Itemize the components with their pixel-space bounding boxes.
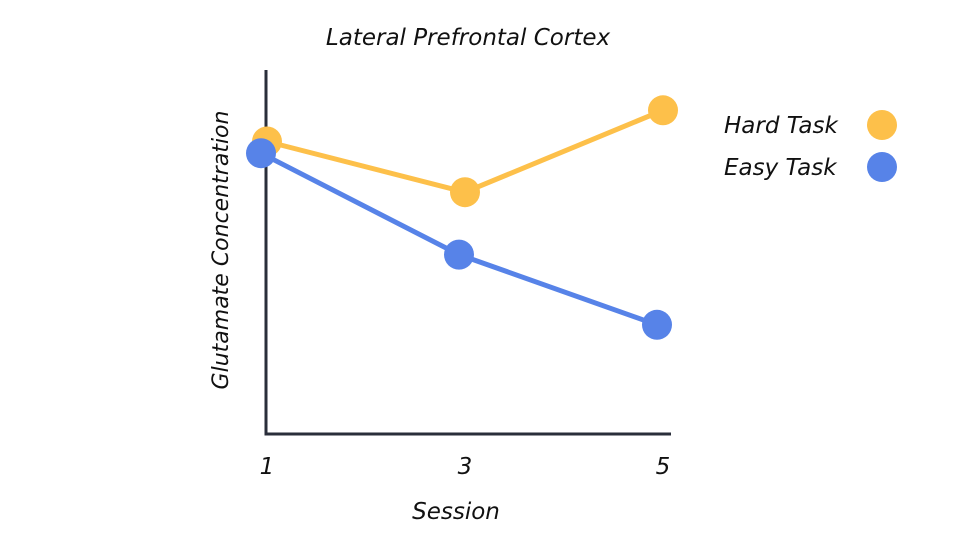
series-layer bbox=[246, 95, 678, 340]
data-point bbox=[642, 309, 672, 340]
x-tick-label: 3 bbox=[458, 454, 473, 480]
y-axis-label: Glutamate Concentration bbox=[209, 111, 234, 390]
data-point bbox=[246, 138, 276, 169]
chart-title: Lateral Prefrontal Cortex bbox=[326, 25, 611, 51]
legend-label: Easy Task bbox=[724, 155, 838, 181]
x-tick-label: 5 bbox=[656, 454, 671, 480]
x-axis-label: Session bbox=[412, 499, 500, 525]
data-point bbox=[444, 239, 474, 270]
legend-marker bbox=[867, 110, 897, 140]
x-tick-label: 1 bbox=[260, 454, 275, 480]
legend-label: Hard Task bbox=[724, 113, 839, 139]
data-point bbox=[450, 177, 480, 208]
x-tick-labels: 1 3 5 bbox=[260, 454, 671, 480]
legend: Hard Task Easy Task bbox=[724, 110, 897, 182]
data-point bbox=[648, 95, 678, 126]
legend-marker bbox=[867, 152, 897, 182]
